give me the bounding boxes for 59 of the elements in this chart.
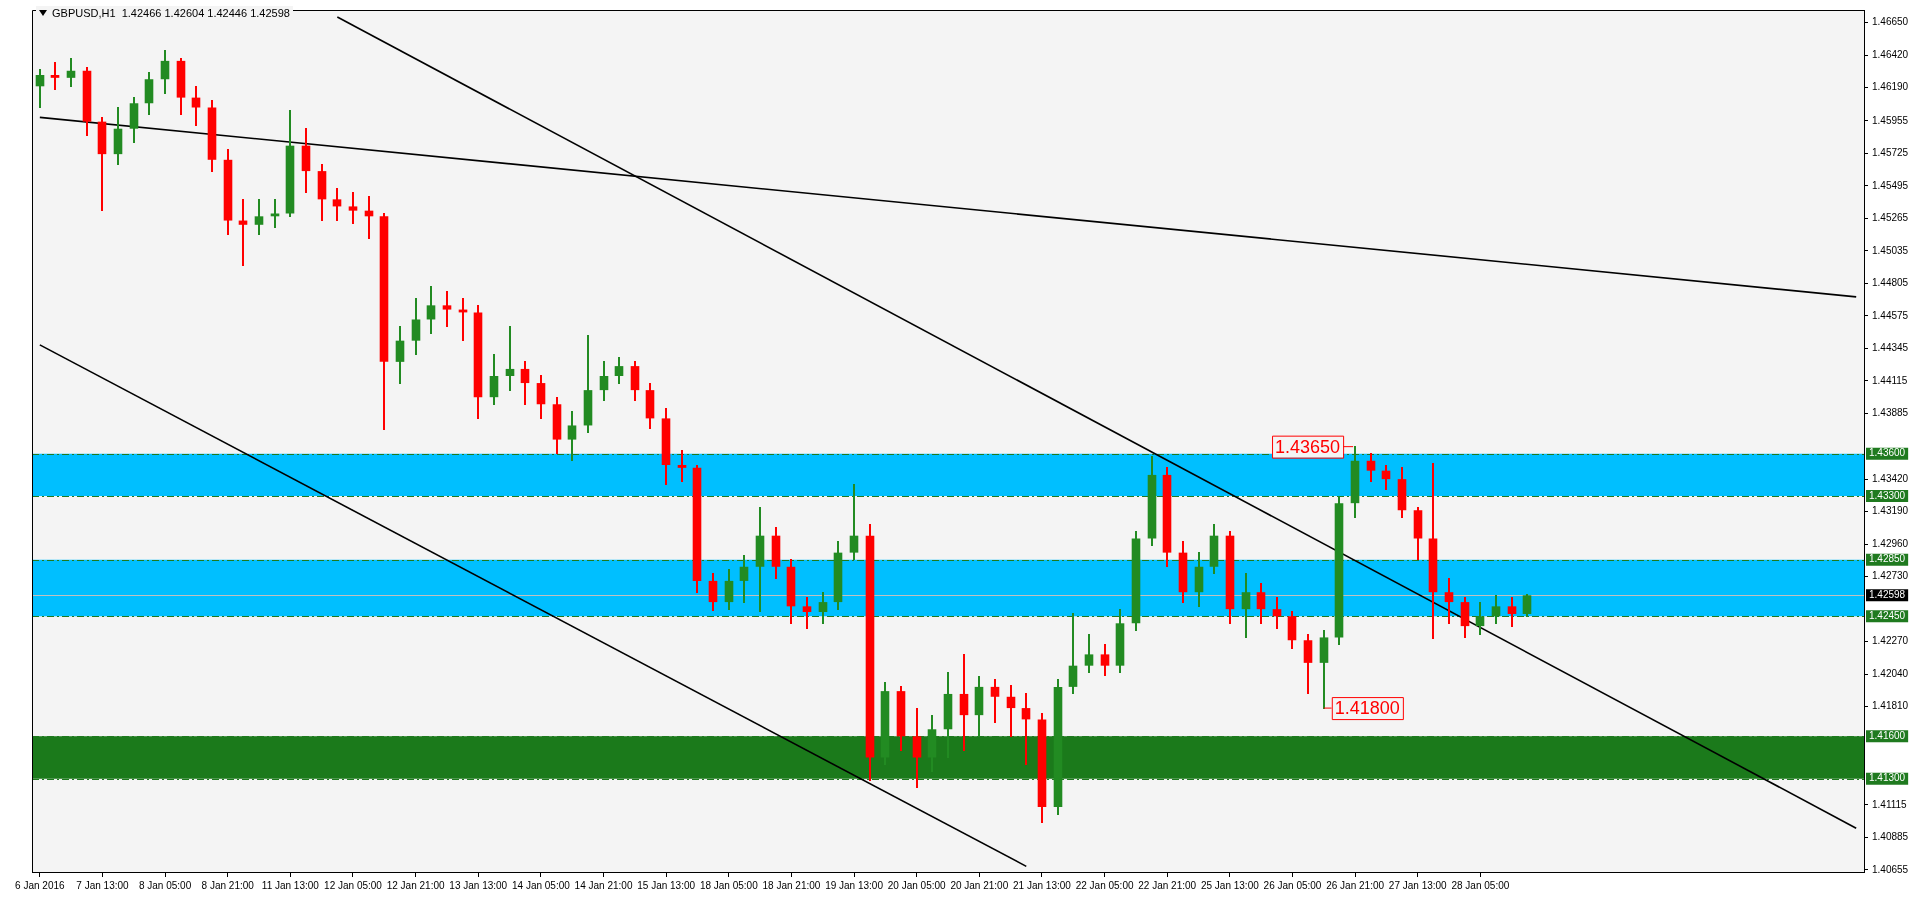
x-tick-label: 22 Jan 21:00: [1138, 879, 1197, 891]
x-tick-label: 27 Jan 13:00: [1388, 879, 1448, 891]
y-tick-label: 1.43190: [1872, 505, 1909, 517]
y-tick-label: 1.44575: [1872, 309, 1909, 321]
y-tick-label: 1.45725: [1872, 147, 1909, 159]
y-tick-label: 1.45265: [1872, 212, 1909, 224]
y-tick-label: 1.42960: [1872, 537, 1909, 549]
ref-line-label: 1.41300: [1869, 772, 1906, 784]
y-tick-label: 1.42730: [1872, 570, 1909, 582]
y-tick-label: 1.43885: [1872, 407, 1909, 419]
candlestick: [677, 450, 687, 482]
y-tick-label: 1.43420: [1872, 472, 1909, 484]
y-tick-label: 1.44805: [1872, 277, 1909, 289]
y-tick-label: 1.44115: [1872, 374, 1908, 386]
y-tick-label: 1.46420: [1872, 48, 1909, 60]
x-tick-label: 18 Jan 21:00: [762, 879, 821, 891]
y-tick-label: 1.42270: [1872, 635, 1909, 647]
y-tick-label: 1.46190: [1872, 81, 1909, 93]
y-tick-label: 1.41810: [1872, 700, 1909, 712]
x-tick-label: 20 Jan 21:00: [950, 879, 1009, 891]
ref-line-label: 1.42450: [1869, 609, 1906, 621]
x-tick-label: 26 Jan 05:00: [1263, 879, 1322, 891]
ref-line-label: 1.42598: [1869, 589, 1906, 601]
x-tick-label: 7 Jan 13:00: [76, 879, 130, 891]
y-tick-label: 1.45035: [1872, 244, 1909, 256]
y-tick-label: 1.41115: [1872, 798, 1908, 810]
x-tick-label: 6 Jan 2016: [15, 879, 65, 891]
x-tick-label: 28 Jan 05:00: [1451, 879, 1510, 891]
ref-line-label: 1.43600: [1869, 447, 1906, 459]
y-tick-label: 1.42040: [1872, 667, 1909, 679]
x-tick-label: 8 Jan 21:00: [201, 879, 255, 891]
ref-line-label: 1.42850: [1869, 553, 1906, 565]
y-tick-label: 1.45495: [1872, 179, 1909, 191]
annotation: 1.43650: [1275, 436, 1341, 457]
annotation: 1.41800: [1334, 698, 1400, 719]
ref-line-label: 1.43300: [1869, 489, 1906, 501]
ref-line-label: 1.41600: [1869, 730, 1906, 742]
x-tick-label: 22 Jan 05:00: [1075, 879, 1134, 891]
x-tick-label: 14 Jan 05:00: [511, 879, 571, 891]
x-tick-label: 20 Jan 05:00: [887, 879, 947, 891]
x-tick-label: 13 Jan 13:00: [449, 879, 508, 891]
x-tick-label: 14 Jan 21:00: [574, 879, 633, 891]
x-tick-label: 26 Jan 21:00: [1326, 879, 1385, 891]
x-tick-label: 11 Jan 13:00: [261, 879, 320, 891]
x-tick-label: 12 Jan 05:00: [324, 879, 383, 891]
x-tick-label: 21 Jan 13:00: [1013, 879, 1072, 891]
y-tick-label: 1.44345: [1872, 342, 1909, 354]
y-tick-label: 1.45955: [1872, 114, 1909, 126]
y-tick-label: 1.40885: [1872, 831, 1909, 843]
y-tick-label: 1.46650: [1872, 16, 1909, 28]
x-tick-label: 18 Jan 05:00: [699, 879, 759, 891]
candlestick: [270, 199, 280, 228]
x-tick-label: 25 Jan 13:00: [1200, 879, 1260, 891]
x-tick-label: 15 Jan 13:00: [637, 879, 696, 891]
x-tick-label: 8 Jan 05:00: [138, 879, 192, 891]
x-tick-label: 19 Jan 13:00: [825, 879, 884, 891]
chart-title: GBPUSD,H1 1.42466 1.42604 1.42446 1.42598: [52, 7, 290, 19]
x-tick-label: 12 Jan 21:00: [386, 879, 445, 891]
y-tick-label: 1.40655: [1872, 863, 1909, 875]
